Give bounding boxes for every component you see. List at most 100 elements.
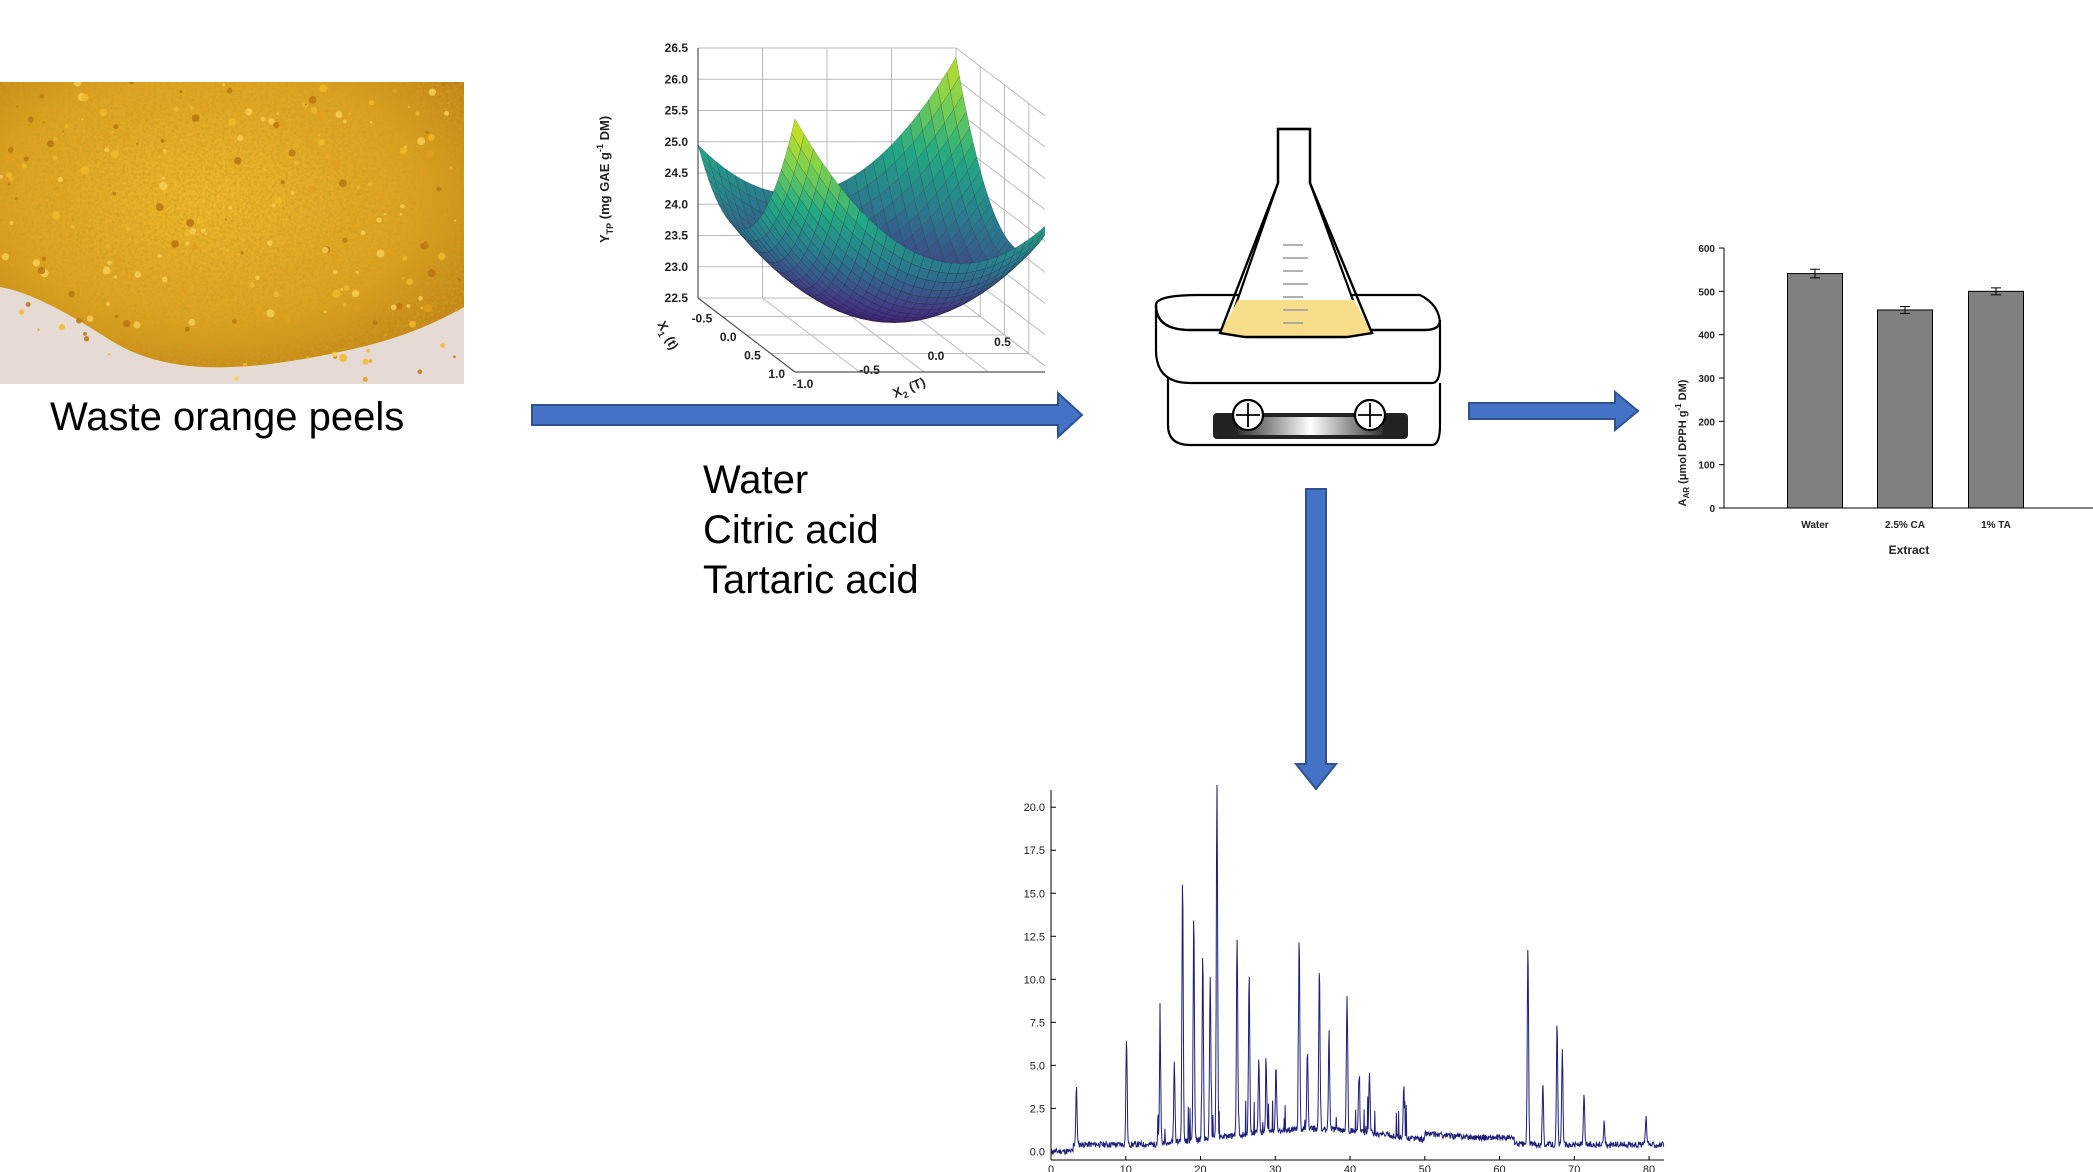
- peel-crumb: [319, 84, 327, 93]
- peel-crumb: [105, 244, 110, 249]
- bar-chart-y-tick-label: 400: [1698, 331, 1715, 342]
- peel-crumb: [233, 156, 242, 165]
- peel-crumb: [44, 106, 49, 111]
- peel-crumb: [372, 320, 378, 326]
- peel-crumb: [402, 277, 405, 280]
- peel-crumb: [23, 156, 29, 162]
- peel-crumb: [158, 269, 162, 273]
- peel-crumb: [19, 309, 25, 315]
- orange-peel-image: [0, 82, 464, 384]
- z-tick-label: 23.5: [665, 229, 689, 243]
- bar-chart-y-tick-label: 200: [1698, 417, 1715, 428]
- peel-crumb: [83, 331, 87, 336]
- chromatogram-x-tick-label: 10: [1120, 1164, 1132, 1172]
- bar-category-label: Water: [1801, 520, 1829, 531]
- waste-orange-peels-label: Waste orange peels: [50, 395, 405, 439]
- peel-crumb: [322, 246, 329, 254]
- chromatogram-x-tick-label: 70: [1568, 1164, 1580, 1172]
- peel-crumb: [119, 95, 127, 103]
- peel-crumb: [453, 355, 456, 359]
- peel-crumb: [188, 82, 196, 88]
- peel-crumb: [4, 155, 13, 164]
- peel-crumb: [444, 110, 450, 117]
- peel-crumb: [80, 93, 89, 102]
- orange-peel-photo: [0, 82, 464, 384]
- peel-crumb: [400, 204, 405, 209]
- peel-crumb: [228, 118, 237, 126]
- peel-crumb: [191, 243, 198, 251]
- chromatogram-x-tick-label: 0: [1048, 1164, 1054, 1172]
- arrow-right-to-antioxidant: [1468, 389, 1640, 433]
- peel-crumb: [273, 291, 280, 298]
- bar-chart-y-tick-label: 0: [1709, 504, 1715, 515]
- chromatogram-x-tick-label: 80: [1643, 1164, 1655, 1172]
- chromatogram-y-tick-label: 20.0: [1024, 802, 1045, 814]
- peel-crumb: [14, 197, 18, 201]
- x2-tick-label: -1.0: [793, 377, 814, 391]
- peel-crumb: [305, 228, 308, 231]
- bar-chart-x-axis-label: Extract: [1889, 543, 1930, 557]
- peel-crumb: [348, 108, 353, 113]
- peel-crumb: [114, 314, 119, 319]
- peel-crumb: [284, 242, 290, 248]
- z-tick-label: 25.5: [665, 104, 689, 118]
- peel-crumb: [407, 105, 411, 109]
- peel-crumb: [191, 114, 200, 122]
- peel-crumb: [310, 107, 318, 114]
- peel-crumb: [266, 240, 273, 246]
- response-surface-plot: 26.526.025.525.024.524.023.523.022.5-0.5…: [595, 41, 1045, 401]
- peel-crumb: [376, 249, 385, 258]
- peel-crumb: [427, 133, 435, 141]
- surface-mesh: [697, 56, 1045, 323]
- peel-crumb: [369, 100, 375, 106]
- peel-crumb: [274, 196, 282, 205]
- chromatogram-x-tick-label: 40: [1344, 1164, 1356, 1172]
- peel-crumb: [7, 182, 11, 186]
- peel-crumb: [406, 304, 411, 308]
- peel-crumb: [83, 336, 90, 342]
- peel-crumb: [266, 309, 275, 318]
- peel-crumb: [16, 105, 19, 108]
- peel-crumb: [367, 182, 373, 187]
- peel-crumb: [209, 307, 212, 311]
- peel-crumb: [425, 130, 429, 134]
- bar-2: [1877, 309, 1933, 509]
- peel-crumb: [349, 112, 352, 115]
- peel-crumb: [37, 328, 40, 331]
- arrow-right-to-extraction: [531, 390, 1084, 440]
- peel-crumb: [454, 219, 457, 222]
- peel-crumb: [335, 111, 343, 119]
- peel-crumb: [11, 263, 15, 267]
- chromatogram-y-tick-label: 2.5: [1030, 1103, 1045, 1115]
- peel-crumb: [156, 148, 164, 155]
- peel-crumb: [55, 115, 59, 119]
- peel-crumb: [399, 213, 403, 216]
- peel-crumb: [136, 142, 139, 145]
- peel-crumb: [390, 304, 397, 311]
- peel-crumb: [25, 302, 31, 307]
- peel-crumb: [276, 112, 279, 115]
- peel-crumb: [113, 124, 119, 130]
- peel-crumb: [440, 343, 446, 349]
- peel-crumb: [81, 118, 84, 121]
- peel-crumb: [102, 266, 111, 275]
- chromatogram-y-tick-label: 7.5: [1030, 1017, 1045, 1029]
- peel-crumb: [404, 145, 407, 149]
- peel-crumb: [204, 232, 207, 236]
- peel-crumb: [125, 226, 130, 231]
- peel-crumb: [134, 271, 142, 278]
- peel-crumb: [415, 111, 420, 116]
- peel-crumb: [47, 140, 54, 148]
- peel-crumb: [444, 213, 448, 217]
- peel-crumb: [236, 135, 244, 142]
- peel-crumb: [408, 320, 416, 328]
- chromatogram-y-tick-label: 0.0: [1030, 1146, 1045, 1158]
- solvent-citric-acid: Citric acid: [703, 508, 879, 552]
- peel-crumb: [308, 126, 315, 133]
- bar-chart-bars: Water 2.5% CA 1% TA: [1787, 268, 2024, 531]
- peel-crumb: [399, 147, 408, 155]
- peel-crumb: [69, 233, 73, 237]
- surface-grid-line: [955, 47, 1045, 117]
- peel-crumb: [280, 180, 285, 185]
- bar-chart-y-tick-label: 600: [1698, 244, 1715, 255]
